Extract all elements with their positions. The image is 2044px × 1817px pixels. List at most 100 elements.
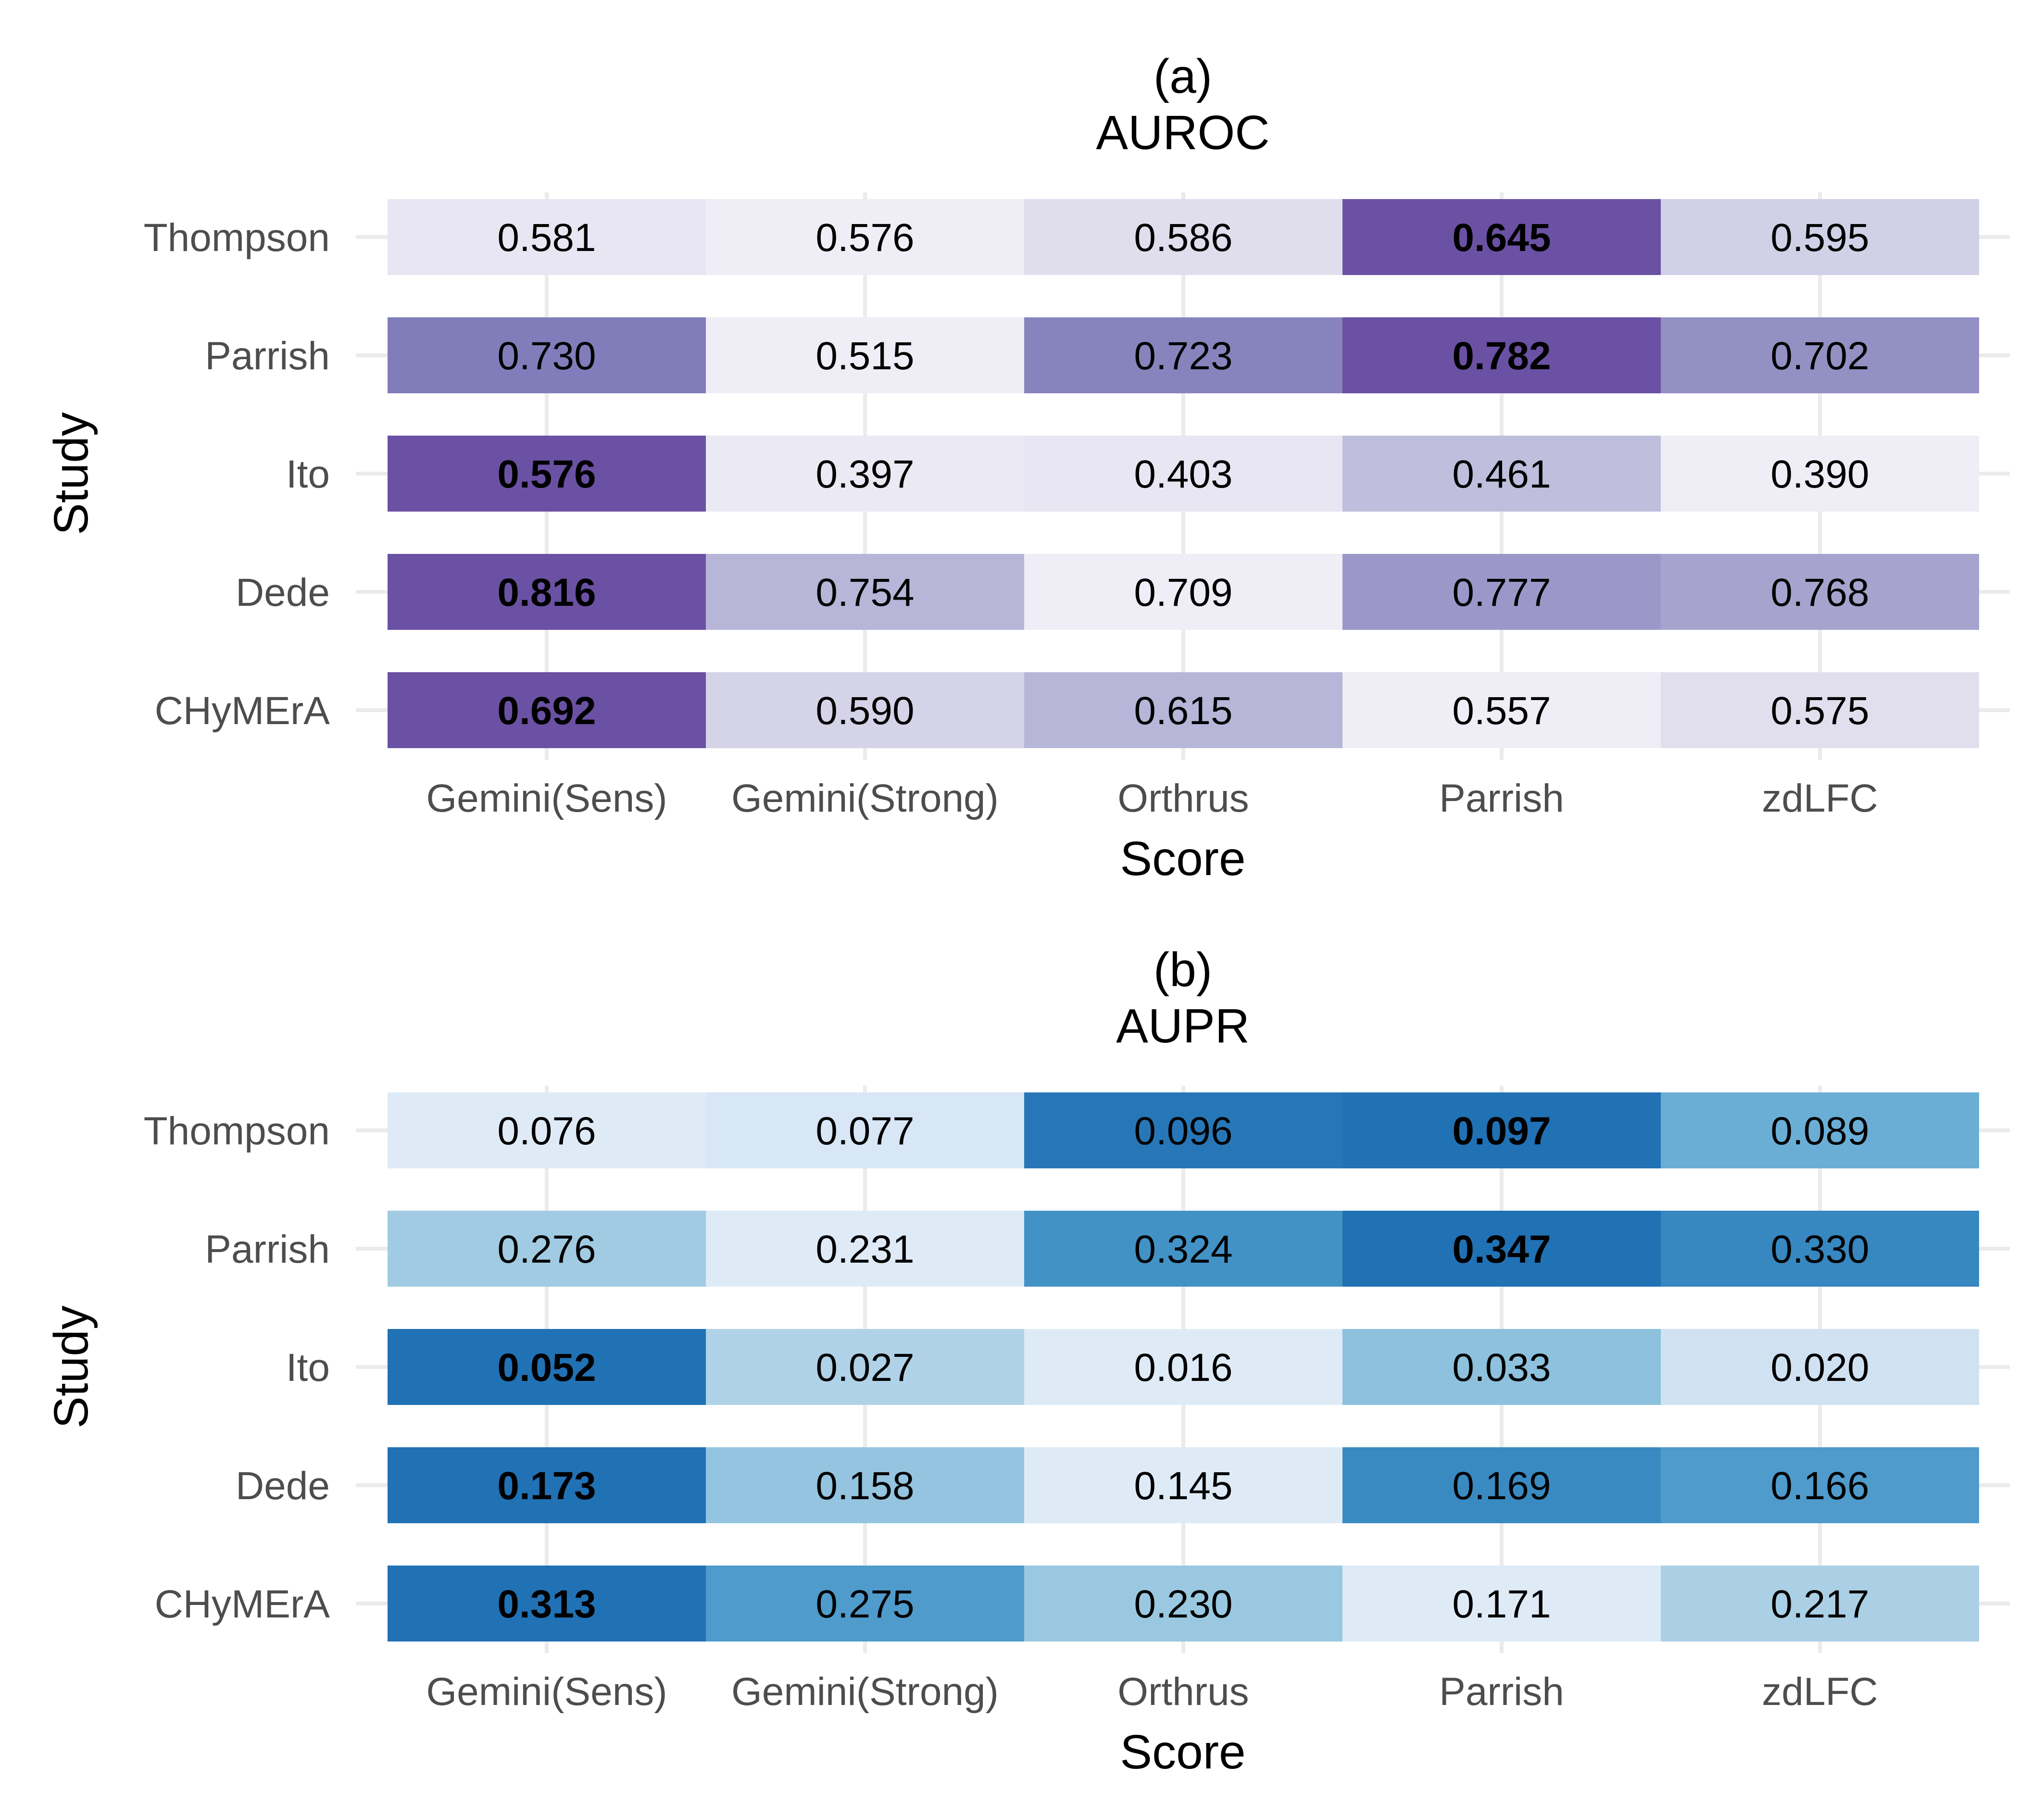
cell-label: 0.768 (1770, 571, 1869, 614)
heatmap-cell (388, 199, 706, 275)
heatmap-cell (1024, 317, 1342, 393)
heatmap-cell (1024, 1211, 1342, 1287)
y-tick-label: CHyMErA (155, 689, 330, 733)
cell-label: 0.158 (815, 1464, 914, 1508)
cell-label: 0.576 (815, 216, 914, 260)
x-tick-label: Gemini(Sens) (426, 777, 667, 820)
panel-b: 0.076 0.077 0.096 0.097 0.089 0.276 0.231 0.324… (44, 943, 2010, 1779)
cell-label: 0.016 (1134, 1346, 1232, 1390)
cell-label: 0.076 (497, 1109, 596, 1153)
cell-label: 0.403 (1134, 452, 1232, 496)
heatmap-cell (1661, 1447, 1979, 1523)
y-tick-label: Ito (286, 1346, 330, 1390)
cell-label: 0.347 (1452, 1228, 1551, 1271)
cell-label: 0.557 (1452, 689, 1551, 733)
heatmap-cell (1342, 672, 1661, 748)
y-tick-label: CHyMErA (155, 1582, 330, 1626)
heatmap-cell (1661, 672, 1979, 748)
heatmap-cell (706, 1329, 1024, 1405)
cell-label: 0.576 (497, 452, 596, 496)
heatmap-cell (1342, 317, 1661, 393)
panel-title: (a) (1154, 50, 1212, 103)
heatmap-cell (706, 672, 1024, 748)
cell-label: 0.754 (815, 571, 914, 614)
heatmap-cell (388, 1566, 706, 1642)
cell-label: 0.052 (497, 1346, 596, 1390)
heatmap-cell (1342, 436, 1661, 512)
cell-label: 0.390 (1770, 452, 1869, 496)
cell-label: 0.777 (1452, 571, 1551, 614)
heatmap-cell (388, 1211, 706, 1287)
cell-label: 0.575 (1770, 689, 1869, 733)
cell-label: 0.169 (1452, 1464, 1551, 1508)
heatmap-cell (1661, 436, 1979, 512)
y-tick-label: Ito (286, 452, 330, 496)
cell-label: 0.615 (1134, 689, 1232, 733)
y-tick-label: Dede (236, 1464, 330, 1508)
heatmap-cell (706, 1447, 1024, 1523)
cell-label: 0.145 (1134, 1464, 1232, 1508)
cell-label: 0.096 (1134, 1109, 1232, 1153)
cell-label: 0.692 (497, 689, 596, 733)
y-tick-label: Parrish (205, 334, 330, 378)
heatmap-cell (1024, 1092, 1342, 1168)
y-axis-title: Study (44, 1305, 98, 1429)
cell-label: 0.586 (1134, 216, 1232, 260)
cell-label: 0.645 (1452, 216, 1551, 260)
panel-title: (b) (1154, 943, 1212, 997)
heatmap-cell (1024, 1566, 1342, 1642)
heatmap-cell (1342, 554, 1661, 630)
cell-label: 0.027 (815, 1346, 914, 1390)
heatmap-cell (388, 1447, 706, 1523)
heatmap-cell (1342, 1566, 1661, 1642)
cell-label: 0.723 (1134, 334, 1232, 378)
x-tick-label: Parrish (1439, 777, 1564, 820)
heatmap-cell (388, 317, 706, 393)
panel-subtitle: AUROC (1096, 106, 1269, 160)
heatmap-cell (706, 1211, 1024, 1287)
cell-label: 0.217 (1770, 1582, 1869, 1626)
x-axis-title: Score (1120, 1725, 1245, 1779)
y-axis-title: Study (44, 412, 98, 535)
cell-label: 0.709 (1134, 571, 1232, 614)
y-tick-label: Dede (236, 571, 330, 614)
heatmap-cell (1342, 1092, 1661, 1168)
heatmap-cell (1661, 554, 1979, 630)
heatmap-cell (1661, 1211, 1979, 1287)
x-tick-label: Gemini(Strong) (731, 1670, 999, 1714)
cell-label: 0.816 (497, 571, 596, 614)
heatmap-cell (1024, 672, 1342, 748)
cell-label: 0.730 (497, 334, 596, 378)
cell-label: 0.097 (1452, 1109, 1551, 1153)
heatmap-cell (388, 436, 706, 512)
heatmap-cell (1342, 1211, 1661, 1287)
heatmap-cell (1024, 554, 1342, 630)
cell-label: 0.166 (1770, 1464, 1869, 1508)
y-tick-label: Parrish (205, 1228, 330, 1271)
cell-label: 0.173 (497, 1464, 596, 1508)
x-tick-label: Orthrus (1117, 1670, 1249, 1714)
cell-label: 0.515 (815, 334, 914, 378)
panel-a: 0.581 0.576 0.586 0.645 0.595 0.730 0.515 0.723… (44, 50, 2010, 886)
cell-label: 0.020 (1770, 1346, 1869, 1390)
y-tick-label: Thompson (144, 1109, 330, 1153)
cell-label: 0.324 (1134, 1228, 1232, 1271)
heatmap-cell (1342, 1329, 1661, 1405)
y-tick-label: Thompson (144, 216, 330, 260)
heatmap-cell (706, 1566, 1024, 1642)
heatmap-cell (1024, 1447, 1342, 1523)
heatmap-cell (1661, 1566, 1979, 1642)
x-tick-label: Gemini(Strong) (731, 777, 999, 820)
cell-label: 0.230 (1134, 1582, 1232, 1626)
cell-label: 0.033 (1452, 1346, 1551, 1390)
heatmap-cell (1661, 317, 1979, 393)
heatmap-cell (1342, 1447, 1661, 1523)
heatmap-cell (1342, 199, 1661, 275)
cell-label: 0.089 (1770, 1109, 1869, 1153)
x-tick-label: Gemini(Sens) (426, 1670, 667, 1714)
cell-label: 0.275 (815, 1582, 914, 1626)
x-tick-label: Parrish (1439, 1670, 1564, 1714)
heatmap-cell (388, 1329, 706, 1405)
cell-label: 0.171 (1452, 1582, 1551, 1626)
heatmap-cell (1024, 436, 1342, 512)
